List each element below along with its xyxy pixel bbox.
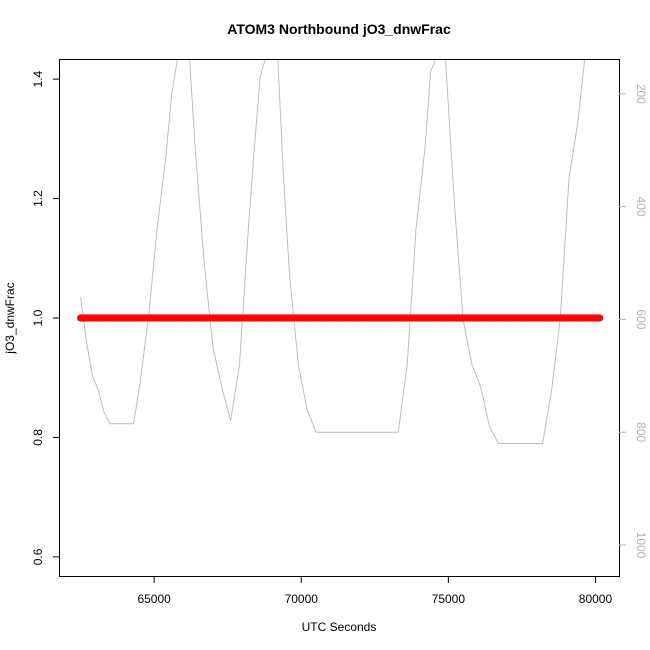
y-tick-label: 1.4 [31, 70, 45, 87]
data-point [595, 314, 604, 322]
secondary-y-tick-label: 800 [634, 422, 648, 442]
secondary-y-tick-label: 200 [634, 84, 648, 104]
y-axis-label: jO3_dnwFrac [3, 282, 17, 354]
y-tick-label: 1.0 [31, 309, 45, 326]
secondary-y-tick-label: 400 [634, 197, 648, 217]
x-axis-label: UTC Seconds [302, 620, 377, 634]
y-tick-label: 0.8 [31, 429, 45, 446]
x-axis: 65000 70000 75000 80000 [137, 576, 612, 606]
secondary-y-axis: 200 400 600 800 1000 [619, 84, 648, 559]
altitude-line [80, 60, 586, 444]
y-tick-label: 0.6 [31, 548, 45, 565]
y-axis: 0.6 0.8 1.0 1.2 1.4 [31, 70, 60, 565]
x-tick-label: 75000 [432, 592, 466, 606]
x-tick-label: 65000 [137, 592, 171, 606]
secondary-y-tick-label: 1000 [634, 532, 648, 559]
series-layer [76, 60, 604, 444]
chart-title: ATOM3 Northbound jO3_dnwFrac [227, 21, 451, 37]
secondary-y-tick-label: 600 [634, 309, 648, 329]
x-tick-label: 80000 [579, 592, 613, 606]
y-tick-label: 1.2 [31, 190, 45, 207]
x-tick-label: 70000 [285, 592, 319, 606]
